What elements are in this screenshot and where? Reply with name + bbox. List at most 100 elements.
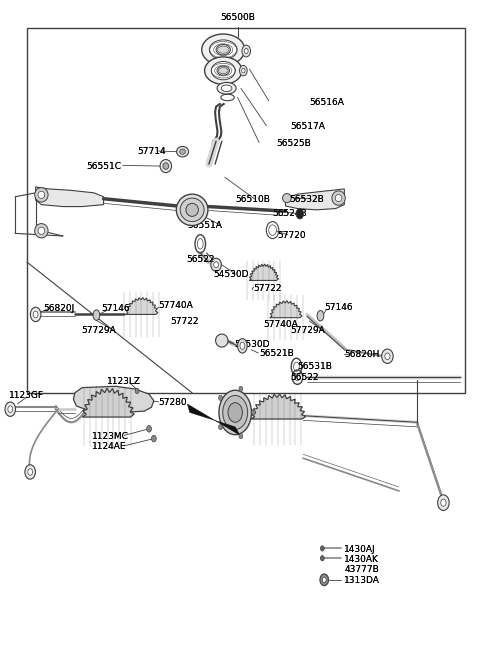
Ellipse shape	[177, 147, 189, 157]
Ellipse shape	[93, 310, 100, 320]
Ellipse shape	[202, 34, 245, 66]
Ellipse shape	[335, 195, 342, 202]
Text: 56500B: 56500B	[220, 13, 255, 22]
Text: 1123MC: 1123MC	[92, 432, 129, 441]
Text: 57722: 57722	[170, 317, 199, 326]
Polygon shape	[126, 297, 158, 314]
Ellipse shape	[147, 426, 152, 432]
Ellipse shape	[176, 194, 208, 225]
Text: 57729A: 57729A	[290, 326, 325, 335]
Text: 56522: 56522	[290, 373, 319, 382]
Polygon shape	[187, 404, 240, 436]
Polygon shape	[36, 187, 104, 206]
Text: 57740A: 57740A	[158, 301, 193, 310]
Text: 56517A: 56517A	[290, 122, 325, 131]
Ellipse shape	[382, 349, 393, 364]
Text: 57740A: 57740A	[158, 301, 193, 310]
Text: 43777B: 43777B	[344, 565, 379, 574]
Text: 56522: 56522	[186, 255, 215, 264]
Ellipse shape	[320, 574, 328, 586]
Ellipse shape	[242, 45, 251, 57]
Text: 56510B: 56510B	[235, 195, 270, 204]
Text: 1430AK: 1430AK	[344, 555, 379, 564]
Ellipse shape	[35, 223, 48, 238]
Ellipse shape	[135, 388, 139, 394]
Ellipse shape	[197, 238, 203, 249]
Ellipse shape	[239, 434, 243, 439]
Text: 1313DA: 1313DA	[344, 576, 380, 585]
Ellipse shape	[218, 395, 222, 400]
Ellipse shape	[295, 373, 300, 381]
Text: 56532B: 56532B	[289, 195, 324, 204]
Text: 1123LZ: 1123LZ	[107, 377, 141, 386]
Text: 1430AJ: 1430AJ	[344, 545, 376, 554]
Text: 56500B: 56500B	[220, 13, 255, 22]
Ellipse shape	[163, 163, 168, 170]
Ellipse shape	[241, 68, 245, 73]
Text: 56510B: 56510B	[235, 195, 270, 204]
Text: 56551A: 56551A	[187, 221, 222, 230]
Ellipse shape	[244, 48, 248, 54]
Text: 56521B: 56521B	[259, 349, 294, 358]
Text: 56551C: 56551C	[86, 162, 121, 171]
Ellipse shape	[152, 436, 156, 442]
Text: 1430AJ: 1430AJ	[344, 545, 376, 554]
Text: 57729A: 57729A	[81, 326, 116, 335]
Bar	[27, 28, 465, 393]
Ellipse shape	[240, 342, 245, 349]
Ellipse shape	[283, 193, 291, 202]
Text: 1123MC: 1123MC	[92, 432, 129, 441]
Ellipse shape	[223, 396, 248, 430]
Text: 56521B: 56521B	[259, 349, 294, 358]
Text: 56522: 56522	[290, 373, 319, 382]
Ellipse shape	[321, 555, 324, 561]
Ellipse shape	[180, 149, 185, 155]
Text: 57146: 57146	[324, 303, 353, 312]
Ellipse shape	[204, 57, 242, 84]
Text: 57729A: 57729A	[81, 326, 116, 335]
Text: 56820H: 56820H	[344, 350, 380, 359]
Ellipse shape	[186, 203, 198, 216]
Text: 57146: 57146	[101, 304, 130, 313]
Text: 57280: 57280	[158, 398, 187, 407]
Ellipse shape	[221, 85, 232, 92]
Text: 57740A: 57740A	[263, 320, 298, 329]
Text: 1123GF: 1123GF	[9, 391, 44, 400]
Ellipse shape	[296, 208, 304, 219]
Text: 56517A: 56517A	[290, 122, 325, 131]
Text: 56516A: 56516A	[310, 98, 344, 107]
Polygon shape	[251, 394, 306, 419]
Ellipse shape	[5, 402, 15, 417]
Text: 1123GF: 1123GF	[9, 391, 44, 400]
Text: 1124AE: 1124AE	[92, 442, 126, 451]
Text: 57722: 57722	[253, 284, 282, 293]
Ellipse shape	[240, 66, 247, 76]
Ellipse shape	[35, 187, 48, 202]
Ellipse shape	[214, 262, 218, 268]
Ellipse shape	[239, 386, 243, 392]
Text: 56522: 56522	[186, 255, 215, 264]
Ellipse shape	[217, 66, 229, 75]
Ellipse shape	[219, 390, 252, 435]
Text: 1124AE: 1124AE	[92, 442, 126, 451]
Text: 56551C: 56551C	[86, 162, 121, 171]
Text: 57714: 57714	[137, 147, 166, 155]
Text: 56532B: 56532B	[289, 195, 324, 204]
Text: 57729A: 57729A	[290, 326, 325, 335]
Text: 54530D: 54530D	[234, 340, 270, 349]
Text: 57146: 57146	[324, 303, 353, 312]
Polygon shape	[73, 386, 154, 413]
Text: 57714: 57714	[137, 147, 166, 155]
Polygon shape	[249, 264, 278, 280]
Text: 57720: 57720	[277, 231, 306, 240]
Ellipse shape	[238, 339, 247, 353]
Ellipse shape	[385, 353, 390, 360]
Text: 56525B: 56525B	[276, 139, 311, 147]
Text: 56525B: 56525B	[276, 139, 311, 147]
Text: 56820J: 56820J	[44, 304, 75, 313]
Ellipse shape	[252, 410, 255, 415]
Text: 1123LZ: 1123LZ	[107, 377, 141, 386]
Text: 57722: 57722	[170, 317, 199, 326]
Text: 43777B: 43777B	[344, 565, 379, 574]
Ellipse shape	[38, 191, 45, 198]
